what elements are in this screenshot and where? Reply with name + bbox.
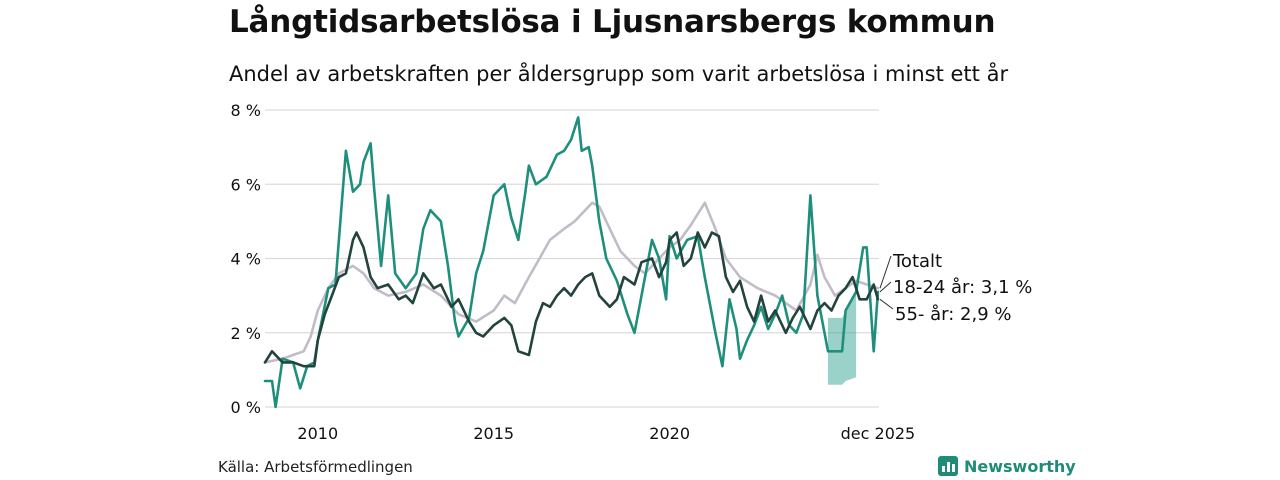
grid [265, 109, 879, 408]
newsworthy-icon [938, 456, 958, 476]
x-tick-label: 2010 [297, 424, 338, 443]
series-line-totalt [263, 201, 880, 364]
chart-title: Långtidsarbetslösa i Ljusnarsbergs kommu… [229, 4, 996, 40]
source-note: Källa: Arbetsförmedlingen [218, 458, 413, 476]
series-line-18-24 [263, 116, 880, 409]
label-18-24: 18-24 år: 3,1 % [893, 277, 1032, 298]
label-totalt: Totalt [892, 251, 942, 272]
brand-name: Newsworthy [964, 456, 1076, 476]
y-tick-label: 6 % [231, 175, 261, 194]
label-leader [879, 281, 892, 293]
series-labels: Totalt 18-24 år: 3,1 % 55- år: 2,9 % [879, 251, 1032, 325]
label-leader [879, 298, 894, 310]
chart-subtitle: Andel av arbetskraften per åldersgrupp s… [229, 62, 1009, 86]
y-tick-label: 0 % [231, 398, 261, 417]
brand-logo: Newsworthy [938, 456, 1076, 476]
y-tick-label: 2 % [231, 324, 261, 343]
x-axis: 2010 2015 2020 dec 2025 [297, 424, 915, 443]
label-leader [879, 255, 892, 289]
y-tick-label: 4 % [231, 250, 261, 269]
y-axis: 0 % 2 % 4 % 6 % 8 % [231, 101, 261, 417]
series-line-55 [263, 231, 880, 368]
y-tick-label: 8 % [231, 101, 261, 120]
series [263, 116, 880, 409]
label-55: 55- år: 2,9 % [895, 304, 1011, 325]
x-tick-label: 2020 [649, 424, 690, 443]
x-tick-label: 2015 [473, 424, 514, 443]
x-tick-label: dec 2025 [841, 424, 916, 443]
